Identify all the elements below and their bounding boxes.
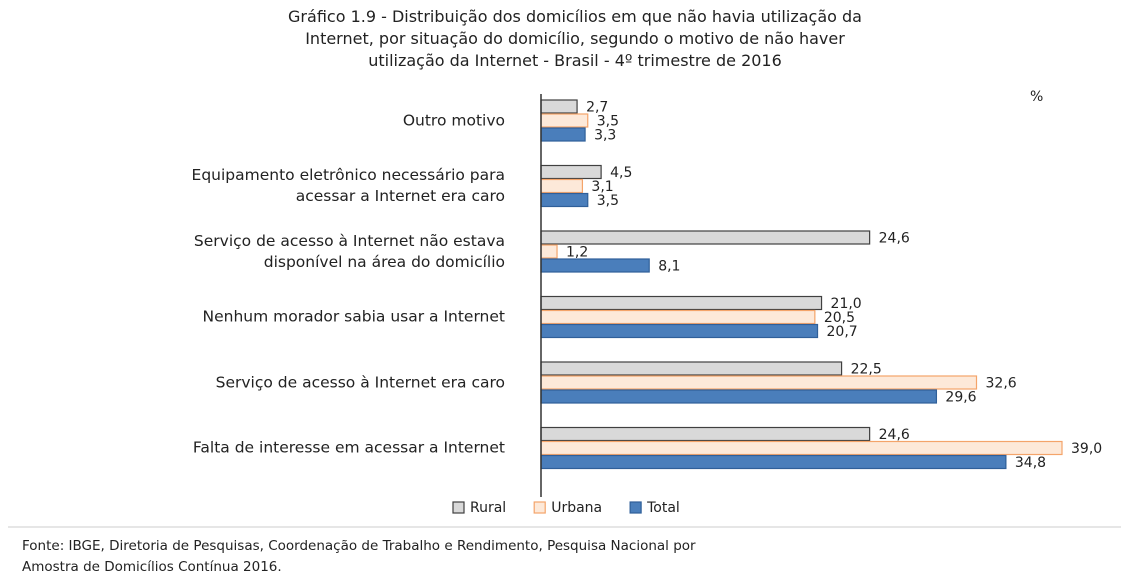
source-note: Fonte: IBGE, Diretoria de Pesquisas, Coo… (22, 538, 696, 575)
bar (540, 454, 1007, 470)
category-label: Serviço de acesso à Internet era caro (215, 373, 505, 391)
value-label: 4,5 (610, 165, 632, 181)
value-label: 8,1 (658, 259, 680, 275)
value-label: 20,7 (827, 324, 858, 340)
legend-label: Rural (470, 500, 506, 516)
bar (540, 323, 819, 339)
bar (540, 127, 586, 142)
bar (540, 258, 650, 273)
value-label: 3,3 (594, 128, 616, 144)
bar (540, 230, 871, 245)
category-label: Outro motivo (402, 111, 505, 129)
bar (540, 426, 871, 442)
value-label: 24,6 (879, 427, 910, 443)
value-label: 1,2 (566, 245, 588, 261)
value-label: 21,0 (831, 296, 862, 312)
legend-label: Urbana (551, 500, 602, 516)
value-label: 3,5 (597, 193, 619, 209)
bar (540, 178, 584, 194)
category-label: Falta de interesse em acessar a Internet (192, 438, 505, 457)
value-label: 39,0 (1071, 441, 1102, 457)
bar (540, 244, 558, 259)
legend-swatch (533, 501, 546, 514)
bar (540, 440, 1063, 456)
value-label: 32,6 (986, 376, 1017, 392)
unit-label: % (1030, 89, 1043, 105)
bar (540, 192, 589, 208)
value-label: 2,7 (586, 100, 608, 116)
chart-title: Gráfico 1.9 - Distribuição dos domicílio… (288, 7, 862, 70)
value-label: 34,8 (1015, 455, 1046, 471)
value-label: 24,6 (879, 231, 910, 247)
value-label: 22,5 (851, 362, 882, 378)
category-label: Serviço de acesso à Internet não estava … (193, 231, 505, 271)
bar (540, 295, 823, 311)
bar (540, 375, 978, 390)
legend-swatch (629, 501, 642, 514)
category-label: Nenhum morador sabia usar a Internet (202, 307, 505, 326)
bar (540, 164, 602, 180)
legend-swatch (452, 501, 465, 514)
bar (540, 389, 938, 404)
value-label: 3,1 (591, 179, 613, 195)
value-label: 20,5 (824, 310, 855, 326)
value-label: 29,6 (945, 390, 976, 406)
bar (540, 361, 843, 376)
bar (540, 113, 589, 128)
bar (540, 99, 578, 114)
legend-label: Total (646, 500, 680, 516)
category-label: Equipamento eletrônico necessário para a… (191, 166, 505, 205)
value-label: 3,5 (597, 114, 619, 130)
bar (540, 309, 816, 325)
